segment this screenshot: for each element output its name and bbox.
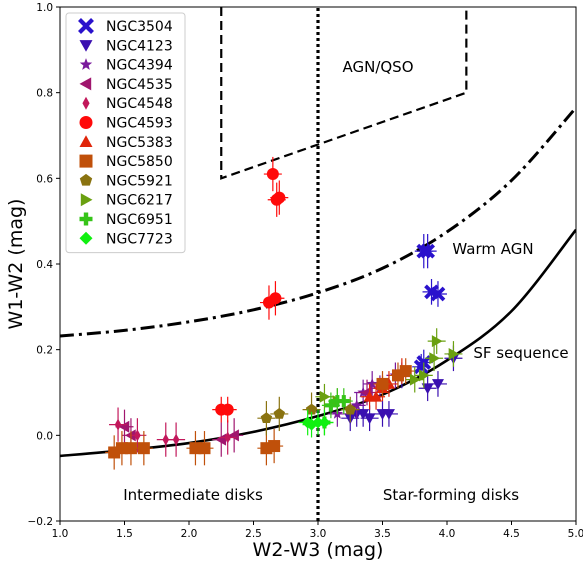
data-point xyxy=(396,358,415,384)
annotation-warm-agn: Warm AGN xyxy=(452,240,533,258)
x-tick-label: 4.0 xyxy=(439,528,456,540)
legend-marker xyxy=(79,40,93,52)
legend-item: NGC4535 xyxy=(79,77,173,93)
legend-label: NGC7723 xyxy=(106,231,173,247)
x-tick-label: 5.0 xyxy=(568,528,583,540)
x-tick-label: 2.5 xyxy=(245,528,262,540)
x-tick-label: 1.5 xyxy=(116,528,133,540)
legend-item: NGC6217 xyxy=(80,193,173,209)
x-tick-label: 3.0 xyxy=(310,528,327,540)
data-point xyxy=(195,431,214,466)
legend-item: NGC4548 xyxy=(82,96,173,112)
data-point xyxy=(414,362,433,389)
annotation-sf-sequence: SF sequence xyxy=(473,344,568,362)
data-point xyxy=(263,156,282,192)
y-axis-title: W1-W2 (mag) xyxy=(5,199,27,330)
annotation-agn-qso: AGN/QSO xyxy=(342,58,413,76)
data-point xyxy=(218,420,237,455)
y-tick-label: −0.2 xyxy=(28,516,54,528)
y-tick-label: 0.0 xyxy=(36,430,53,442)
annotation-star-forming-disks: Star-forming disks xyxy=(383,486,519,504)
legend-label: NGC6951 xyxy=(106,212,173,228)
legend-marker xyxy=(80,193,93,207)
data-point xyxy=(334,388,353,414)
legend: NGC3504 NGC4123 NGC4394 NGC4535 NGC4548 NGC45… xyxy=(65,12,186,254)
legend-box xyxy=(65,12,186,254)
legend-label: NGC4548 xyxy=(106,96,173,112)
legend-marker xyxy=(79,77,92,91)
legend-marker xyxy=(79,116,93,129)
data-point xyxy=(427,328,446,354)
legend-marker xyxy=(79,212,93,226)
data-point xyxy=(444,341,463,367)
data-point xyxy=(428,371,447,397)
data-point xyxy=(257,401,276,436)
data-point xyxy=(379,401,398,427)
data-point xyxy=(428,281,447,307)
data-point xyxy=(270,396,289,432)
legend-item: NGC5921 xyxy=(79,173,173,189)
y-tick-label: 0.8 xyxy=(36,88,53,100)
data-point xyxy=(109,407,128,442)
legend-label: NGC4123 xyxy=(106,38,173,54)
x-tick-label: 2.0 xyxy=(181,528,198,540)
legend-label: NGC6217 xyxy=(106,193,173,209)
legend-item: NGC7723 xyxy=(79,231,173,247)
legend-item: NGC5383 xyxy=(79,135,173,151)
legend-marker xyxy=(82,96,90,110)
legend-marker xyxy=(79,154,93,168)
data-point xyxy=(267,182,286,217)
data-point xyxy=(218,396,237,423)
legend-label: NGC4535 xyxy=(106,77,173,93)
legend-item: NGC3504 xyxy=(78,18,173,35)
data-point xyxy=(315,409,334,436)
legend-label: NGC5383 xyxy=(106,135,173,151)
data-point xyxy=(265,428,284,464)
agn-qso-wedge-line xyxy=(220,7,468,180)
data-point xyxy=(418,375,437,402)
legend-marker xyxy=(79,58,93,70)
legend-marker xyxy=(78,18,94,34)
data-point xyxy=(425,345,444,372)
y-tick-label: 1.0 xyxy=(36,2,53,14)
legend-item: NGC4593 xyxy=(79,116,173,132)
legend-label: NGC3504 xyxy=(106,19,173,35)
legend-item: NGC4394 xyxy=(79,58,173,74)
data-point xyxy=(134,431,153,466)
y-tick-label: 0.2 xyxy=(36,345,53,357)
data-point xyxy=(167,422,186,457)
legend-item: NGC6951 xyxy=(79,212,173,228)
legend-label: NGC4394 xyxy=(106,58,173,74)
x-tick-label: 4.5 xyxy=(503,528,520,540)
legend-label: NGC5921 xyxy=(106,173,173,189)
legend-marker xyxy=(79,135,93,147)
data-points xyxy=(105,156,463,470)
y-tick-label: 0.6 xyxy=(36,173,53,185)
data-point xyxy=(373,371,392,397)
data-point xyxy=(418,234,437,269)
annotation-intermediate-disks: Intermediate disks xyxy=(123,486,263,504)
data-point xyxy=(266,281,285,316)
legend-label: NGC4593 xyxy=(106,116,173,132)
x-tick-label: 1.0 xyxy=(52,528,69,540)
axis-ticks: 1.0 1.5 2.0 2.5 3.0 3.5 4.0 4.5 5.0 −0.2 0.0 0.2 0.4… xyxy=(28,2,583,540)
x-tick-label: 3.5 xyxy=(374,528,391,540)
y-tick-label: 0.4 xyxy=(36,259,53,271)
legend-marker xyxy=(79,173,93,186)
legend-item: NGC5850 xyxy=(79,154,173,170)
x-axis-title: W2-W3 (mag) xyxy=(253,539,384,561)
legend-marker xyxy=(79,231,93,245)
legend-label: NGC5850 xyxy=(106,154,173,170)
legend-item: NGC4123 xyxy=(79,38,173,54)
